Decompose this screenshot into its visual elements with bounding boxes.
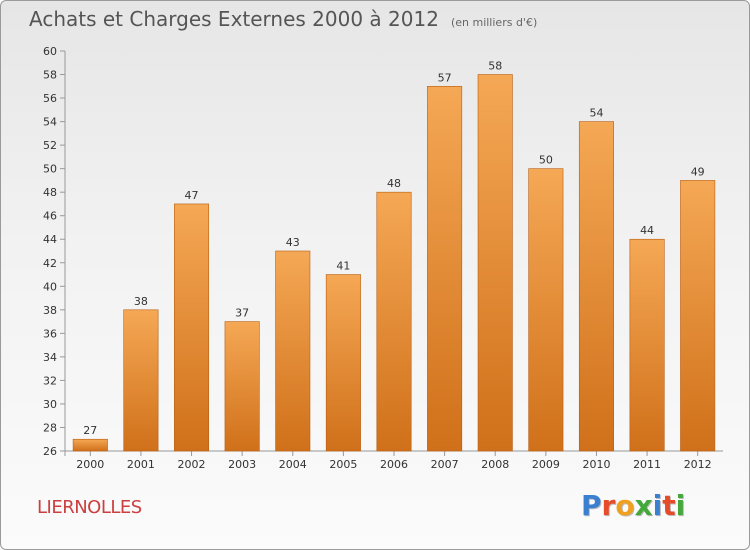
bar-2012 <box>680 180 716 452</box>
y-tick-label: 28 <box>43 421 57 434</box>
y-tick-label: 52 <box>43 139 57 152</box>
bar-2005 <box>325 274 361 452</box>
x-tick-label-2011: 2011 <box>633 458 661 471</box>
y-tick-label: 38 <box>43 304 57 317</box>
y-tick-label: 54 <box>43 116 57 129</box>
data-label-2004: 43 <box>286 236 300 249</box>
data-label-2001: 38 <box>134 295 148 308</box>
place-name: LIERNOLLES <box>37 497 142 518</box>
data-label-2007: 57 <box>438 71 452 84</box>
y-tick-label: 44 <box>43 233 57 246</box>
bar-2008 <box>477 74 513 452</box>
bar-2006 <box>376 191 412 452</box>
y-tick-label: 30 <box>43 398 57 411</box>
data-label-2006: 48 <box>387 177 401 190</box>
data-label-2012: 49 <box>691 165 705 178</box>
x-tick-label-2003: 2003 <box>228 458 256 471</box>
logo-letter: o <box>615 489 635 522</box>
logo-letter: t <box>662 489 676 522</box>
y-tick-label: 56 <box>43 92 57 105</box>
logo-letter: P <box>581 489 602 522</box>
y-tick-label: 26 <box>43 445 57 458</box>
chart-title: Achats et Charges Externes 2000 à 2012 (… <box>29 7 537 31</box>
chart-title-unit: (en milliers d'€) <box>450 16 538 29</box>
y-tick-label: 34 <box>43 351 57 364</box>
data-label-2003: 37 <box>235 307 249 320</box>
x-tick-label-2010: 2010 <box>582 458 610 471</box>
bar-2011 <box>629 238 665 452</box>
proxiti-logo: Proxiti <box>581 489 685 522</box>
x-tick-label-2008: 2008 <box>481 458 509 471</box>
bar-2009 <box>528 168 564 452</box>
y-tick-label: 46 <box>43 210 57 223</box>
x-tick-label-2012: 2012 <box>684 458 712 471</box>
x-tick-label-2005: 2005 <box>329 458 357 471</box>
logo-letter: x <box>634 489 653 522</box>
data-label-2000: 27 <box>83 424 97 437</box>
x-tick-label-2006: 2006 <box>380 458 408 471</box>
logo-letter: r <box>601 489 616 522</box>
logo-letter: i <box>675 489 686 522</box>
x-tick-label-2007: 2007 <box>431 458 459 471</box>
data-label-2008: 58 <box>488 60 502 73</box>
x-tick-label-2001: 2001 <box>127 458 155 471</box>
x-tick-label-2004: 2004 <box>279 458 307 471</box>
bar-2002 <box>174 203 210 452</box>
y-tick-label: 36 <box>43 327 57 340</box>
chart-title-main: Achats et Charges Externes 2000 à 2012 <box>29 7 439 31</box>
bar-2001 <box>123 309 159 452</box>
x-tick-label-2002: 2002 <box>178 458 206 471</box>
y-tick-label: 58 <box>43 69 57 82</box>
x-tick-label-2000: 2000 <box>76 458 104 471</box>
y-tick-label: 32 <box>43 374 57 387</box>
data-label-2011: 44 <box>640 224 654 237</box>
x-tick-label-2009: 2009 <box>532 458 560 471</box>
bar-2010 <box>578 121 614 452</box>
bar-2000 <box>72 438 108 452</box>
y-tick-label: 42 <box>43 257 57 270</box>
data-label-2009: 50 <box>539 154 553 167</box>
y-tick-label: 48 <box>43 186 57 199</box>
y-tick-label: 50 <box>43 163 57 176</box>
y-tick-label: 60 <box>43 45 57 58</box>
bar-2004 <box>275 250 311 452</box>
bar-2007 <box>427 85 463 452</box>
y-tick-label: 40 <box>43 280 57 293</box>
data-label-2010: 54 <box>589 107 603 120</box>
logo-letter: i <box>652 489 663 522</box>
bar-2003 <box>224 321 260 452</box>
data-label-2005: 41 <box>336 260 350 273</box>
data-label-2002: 47 <box>185 189 199 202</box>
